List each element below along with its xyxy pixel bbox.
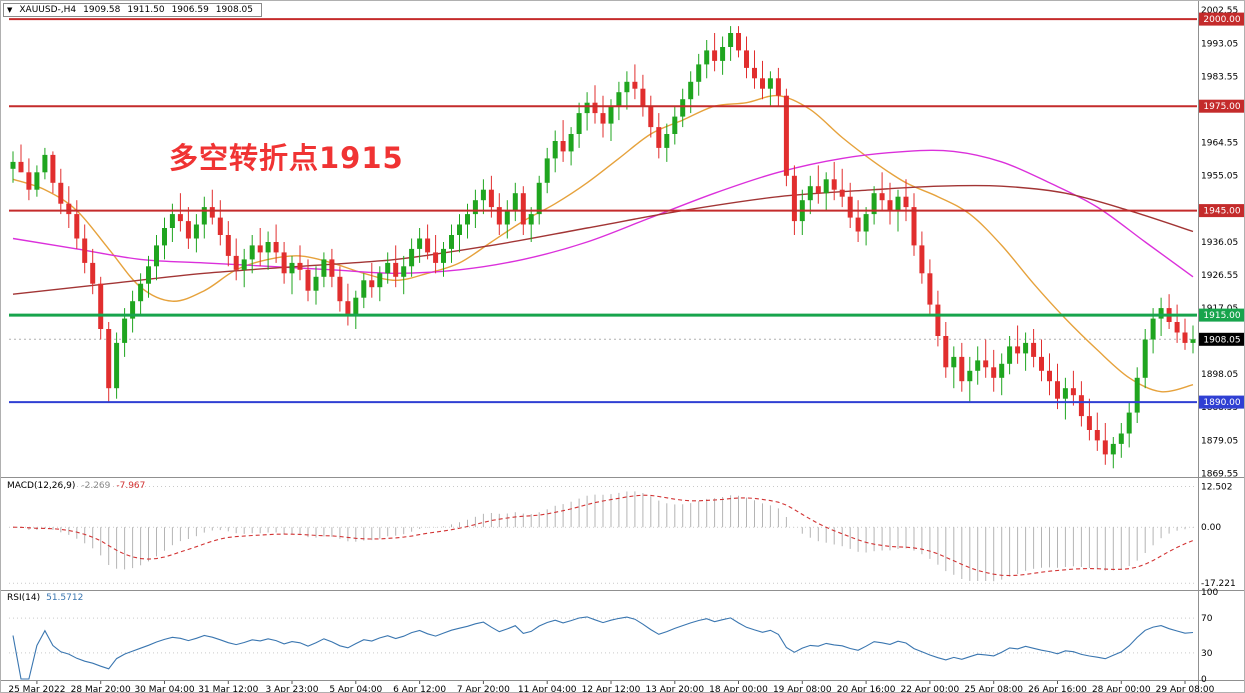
current-price-badge-label: 1908.05 (1203, 335, 1240, 345)
time-axis-label: 25 Mar 2022 (8, 685, 65, 693)
macd-name: MACD(12,26,9) (7, 481, 76, 491)
main-chart-panel[interactable] (9, 18, 1197, 469)
macd-value-main: -2.269 (81, 481, 111, 491)
ma-lines-layer (12, 94, 1194, 393)
time-axis-label: 20 Apr 16:00 (837, 685, 896, 693)
macd-indicator-label: MACD(12,26,9) -2.269 -7.967 (7, 481, 145, 491)
macd-histogram (20, 491, 1194, 582)
time-axis-label: 22 Apr 00:00 (901, 685, 960, 693)
time-axis-label: 13 Apr 20:00 (645, 685, 704, 693)
time-axis-label: 26 Apr 16:00 (1028, 685, 1087, 693)
price-level-badge (1199, 308, 1244, 322)
low-value: 1906.59 (171, 5, 209, 15)
chart-info-bar: ▼ XAUUSD-,H4 1909.58 1911.50 1906.59 190… (3, 3, 263, 17)
time-axis-label: 6 Apr 12:00 (393, 685, 446, 693)
time-axis-label: 5 Apr 04:00 (329, 685, 382, 693)
symbol-timeframe-label: XAUUSD-,H4 (19, 5, 77, 15)
price-axis-label: 1955.05 (1201, 172, 1238, 182)
price-level-badge (1199, 12, 1244, 26)
time-axis-label: 3 Apr 23:00 (266, 685, 319, 693)
time-axis-label: 28 Mar 20:00 (71, 685, 131, 693)
open-value: 1909.58 (83, 5, 121, 15)
rsi-value: 51.5712 (46, 593, 84, 603)
time-axis-label: 28 Apr 00:00 (1092, 685, 1151, 693)
time-axis-label: 12 Apr 12:00 (582, 685, 641, 693)
price-axis-label: 2002.55 (1201, 6, 1238, 16)
price-axis-label: 1983.55 (1201, 72, 1238, 82)
price-axis-label: 1879.05 (1201, 436, 1238, 446)
price-axis-label: 1898.05 (1201, 370, 1238, 380)
price-level-badge (1199, 395, 1244, 409)
time-axis[interactable]: 25 Mar 2022 28 Mar 20:00 30 Mar 04:00 31 Ma… (8, 681, 1215, 693)
time-axis-label: 25 Apr 08:00 (964, 685, 1023, 693)
macd-value-signal: -7.967 (116, 481, 146, 491)
support-resistance-lines[interactable] (9, 18, 1197, 404)
price-level-badge-label: 1975.00 (1203, 102, 1240, 112)
macd-axis-label: -17.221 (1201, 579, 1236, 589)
rsi-panel[interactable]: 100 70 30 0 (9, 588, 1218, 685)
rsi-axis-label: 70 (1201, 614, 1213, 624)
price-axis-label: 1926.55 (1201, 271, 1238, 281)
rsi-axis-label: 0 (1201, 675, 1207, 685)
rsi-indicator-label: RSI(14) 51.5712 (7, 593, 83, 603)
macd-axis-label: 0.00 (1201, 523, 1221, 533)
rsi-axis-label: 100 (1201, 588, 1218, 598)
time-axis-label: 18 Apr 00:00 (709, 685, 768, 693)
time-axis-label: 29 Apr 08:00 (1156, 685, 1215, 693)
price-axis[interactable]: 2002.55 1993.05 1983.55 1964.55 1955.05 1936.… (1198, 1, 1245, 693)
macd-axis-label: 12.502 (1201, 483, 1233, 493)
price-axis-label: 1936.05 (1201, 238, 1238, 248)
high-value: 1911.50 (127, 5, 165, 15)
time-axis-label: 19 Apr 08:00 (773, 685, 832, 693)
price-level-badge-label: 1890.00 (1203, 398, 1240, 408)
price-level-badge (1199, 204, 1244, 218)
price-level-badge-label: 2000.00 (1203, 15, 1240, 25)
price-level-badge-label: 1945.00 (1203, 207, 1240, 217)
price-axis-label: 1869.55 (1201, 469, 1238, 479)
chart-collapse-arrow-icon[interactable]: ▼ (7, 5, 13, 14)
time-axis-label: 11 Apr 04:00 (518, 685, 577, 693)
candles-layer (10, 26, 1196, 469)
time-axis-label: 31 Mar 12:00 (198, 685, 258, 693)
chart-annotation-text: 多空转折点1915 (169, 141, 404, 175)
time-axis-label: 7 Apr 20:00 (457, 685, 510, 693)
price-level-badge-label: 1915.00 (1203, 311, 1240, 321)
current-price-badge (1199, 332, 1244, 346)
price-axis-label: 1993.05 (1201, 39, 1238, 49)
rsi-axis-label: 30 (1201, 649, 1213, 659)
price-axis-label: 1964.55 (1201, 139, 1238, 149)
macd-panel[interactable]: 12.502 0.00 -17.221 (9, 483, 1236, 590)
time-axis-label: 30 Mar 04:00 (134, 685, 194, 693)
close-value: 1908.05 (215, 5, 254, 15)
price-level-badge (1199, 99, 1244, 113)
rsi-name: RSI(14) (7, 593, 41, 603)
